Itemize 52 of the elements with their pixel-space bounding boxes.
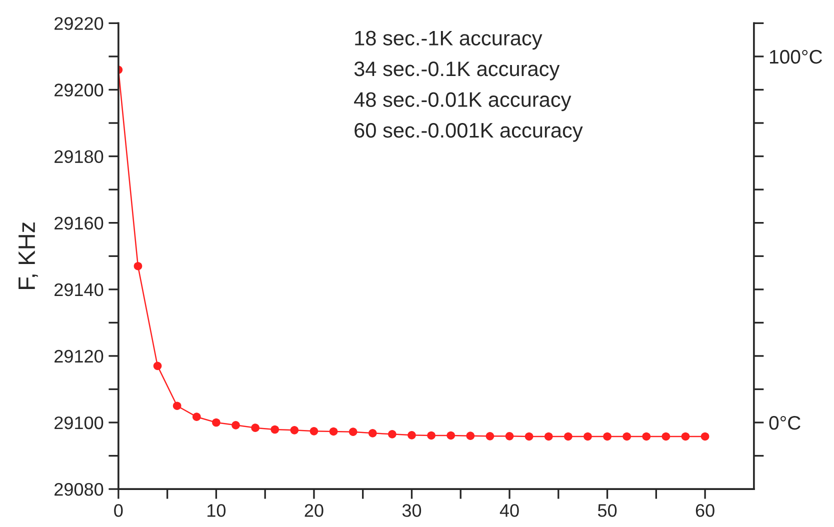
point (662, 432, 670, 441)
point (134, 262, 142, 270)
x-tick-label: 10 (208, 504, 226, 517)
point (172, 402, 182, 410)
x-tick-label: 40 (500, 504, 519, 517)
point (251, 424, 260, 432)
point (310, 426, 318, 436)
y2-tick-label: 0°C (769, 416, 800, 430)
point (524, 432, 534, 441)
y-tick-label: 29200 (54, 84, 104, 96)
point (408, 430, 416, 440)
point (642, 432, 651, 441)
y-tick-label: 29120 (54, 350, 104, 363)
point (232, 421, 240, 430)
y-tick-label: 29180 (54, 150, 104, 164)
point (466, 432, 475, 440)
point (192, 412, 201, 422)
y2-tick-label: 100°C (770, 50, 822, 64)
point (388, 430, 396, 438)
point (427, 431, 436, 440)
annotation: 60 sec.-0.001K accuracy (354, 122, 583, 142)
x-tick-label: 60 (696, 504, 714, 517)
y-tick-label: 29140 (54, 283, 104, 296)
annotation: 48 sec.-0.01K accuracy (354, 92, 572, 112)
point (270, 425, 280, 434)
point (622, 432, 631, 441)
point (329, 427, 338, 436)
point (348, 428, 358, 436)
y-tick-label: 29220 (54, 17, 104, 30)
x-tick-label: 0 (114, 504, 123, 517)
point (564, 432, 572, 441)
point (700, 432, 710, 441)
point (153, 362, 162, 370)
y-tick-label: 29100 (54, 416, 104, 430)
point (290, 426, 299, 434)
x-tick-label: 20 (304, 504, 324, 517)
y-tick-label: 29080 (54, 482, 104, 496)
point (446, 431, 456, 440)
y-axis-title: F, KHz (18, 222, 38, 289)
x-tick-label: 30 (402, 504, 422, 517)
point (681, 432, 690, 441)
point (505, 432, 514, 440)
x-tick-label: 50 (598, 504, 617, 517)
point (584, 432, 592, 441)
point (212, 418, 220, 427)
annotation: 34 sec.-0.1K accuracy (354, 61, 560, 80)
point (486, 432, 494, 440)
point (544, 432, 553, 441)
point (368, 428, 377, 438)
point (603, 432, 612, 441)
y-tick-label: 29160 (54, 216, 104, 230)
annotation: 18 sec.-1K accuracy (355, 30, 542, 50)
